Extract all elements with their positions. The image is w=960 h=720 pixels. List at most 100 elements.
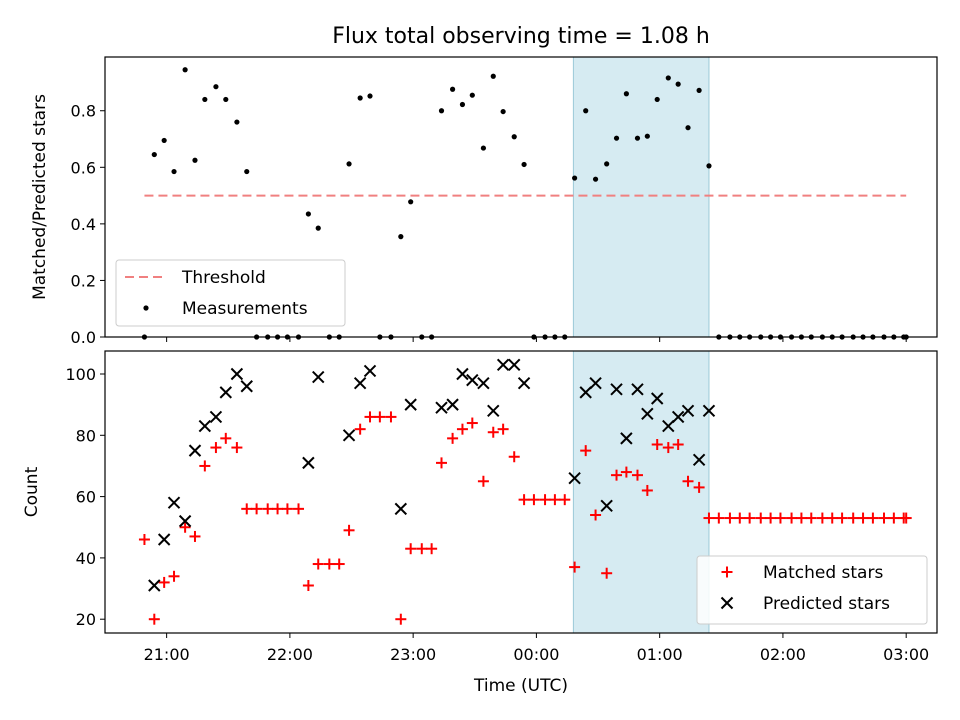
- matched-point: [466, 417, 478, 429]
- predicted-point-b: [230, 367, 244, 381]
- predicted-point: [198, 419, 212, 433]
- predicted-point: [209, 410, 223, 424]
- predicted-point: [466, 373, 479, 387]
- matched-point: [138, 534, 150, 546]
- predicted-point: [671, 410, 685, 424]
- matched-point: [447, 432, 459, 444]
- matched-point: [251, 503, 263, 515]
- measurement-point: [604, 161, 610, 167]
- matched-point: [878, 512, 890, 524]
- predicted-point-b: [610, 383, 623, 396]
- predicted-point: [404, 398, 417, 411]
- predicted-point-b: [662, 419, 675, 433]
- matched-point: [693, 481, 705, 493]
- matched-point: [805, 512, 817, 524]
- predicted-point-b: [681, 404, 695, 417]
- top-ytick-label: 0.6: [71, 158, 96, 177]
- bottom-x-ticks: 21:00 22:00 23:00 00:00 01:00 02:00 03:00: [144, 633, 929, 664]
- measurement-point: [500, 108, 506, 115]
- matched-point: [405, 543, 417, 555]
- predicted-point-b: [620, 432, 633, 445]
- xtick-label: 01:00: [637, 645, 683, 664]
- predicted-point: [681, 404, 695, 417]
- measurement-point: [408, 199, 414, 205]
- predicted-point: [631, 383, 644, 396]
- matched-point: [189, 530, 201, 542]
- measurement-point: [213, 84, 219, 90]
- matched-point: [293, 503, 305, 515]
- matched-point: [435, 457, 447, 469]
- measurement-point: [521, 161, 527, 168]
- matched-point: [836, 512, 848, 524]
- matched-point: [528, 494, 540, 506]
- predicted-point: [342, 429, 356, 442]
- matched-point: [374, 411, 386, 423]
- predicted-point: [487, 404, 500, 417]
- predicted-point-b: [363, 364, 377, 378]
- predicted-point-b: [487, 404, 500, 417]
- predicted-point-b: [508, 358, 521, 372]
- predicted-point-b: [496, 358, 510, 372]
- top-highlight-span: [572, 56, 710, 338]
- predicted-point: [600, 499, 613, 513]
- predicted-point: [589, 376, 602, 390]
- top-legend: Threshold Measurements: [115, 259, 346, 327]
- predicted-point: [610, 383, 623, 396]
- matched-point: [888, 512, 900, 524]
- matched-point: [312, 558, 324, 570]
- bottom-ytick-label: 40: [76, 549, 96, 568]
- matched-point: [816, 512, 828, 524]
- matched-point: [900, 512, 912, 524]
- matched-point: [620, 466, 632, 478]
- matched-point: [395, 613, 407, 625]
- predicted-point-b: [446, 398, 459, 411]
- predicted-point: [508, 358, 521, 372]
- top-ytick-label: 0.0: [71, 328, 96, 347]
- matched-point: [734, 512, 746, 524]
- matched-point: [158, 576, 170, 588]
- measurement-point: [706, 163, 712, 169]
- x-axis-label: Time (UTC): [473, 676, 568, 696]
- matched-point: [343, 524, 355, 536]
- predicted-point: [167, 496, 181, 509]
- measurement-point: [234, 119, 240, 125]
- measurement-point: [357, 95, 363, 101]
- xtick-label: 00:00: [513, 645, 559, 664]
- matched-point: [148, 613, 160, 625]
- top-points: [141, 67, 909, 340]
- predicted-point: [230, 367, 244, 381]
- predicted-point: [650, 392, 664, 405]
- xtick-label: 03:00: [883, 645, 929, 664]
- legend-matched-label: Matched stars: [763, 563, 883, 583]
- measurement-point: [469, 92, 475, 98]
- matched-point: [241, 503, 253, 515]
- top-legend-box: [115, 259, 346, 327]
- legend-measurements-swatch: [143, 305, 149, 311]
- measurement-point: [182, 67, 188, 73]
- predicted-point: [446, 398, 459, 411]
- bottom-ytick-label: 80: [76, 426, 96, 445]
- xtick-label: 21:00: [144, 645, 190, 664]
- predicted-point: [579, 386, 592, 399]
- bottom-y-axis-label: Count: [22, 466, 42, 517]
- predicted-point-b: [650, 392, 664, 405]
- matched-point: [682, 475, 694, 487]
- measurement-point: [654, 96, 660, 103]
- matched-point: [281, 503, 293, 515]
- measurement-point: [696, 87, 702, 93]
- top-x-ticks: [166, 337, 907, 342]
- measurement-point: [480, 145, 487, 151]
- matched-point: [744, 512, 756, 524]
- predicted-point-b: [178, 514, 192, 528]
- xtick-label: 23:00: [390, 645, 436, 664]
- measurement-point: [644, 133, 650, 139]
- matched-point: [518, 494, 530, 506]
- bottom-axes-frame: [104, 350, 938, 634]
- matched-point: [672, 438, 684, 450]
- predicted-point: [496, 358, 510, 372]
- top-y-axis-label: Matched/Predicted stars: [30, 94, 50, 300]
- predicted-point-b: [692, 453, 706, 467]
- top-ytick-label: 0.4: [71, 215, 96, 234]
- measurement-point: [665, 75, 671, 81]
